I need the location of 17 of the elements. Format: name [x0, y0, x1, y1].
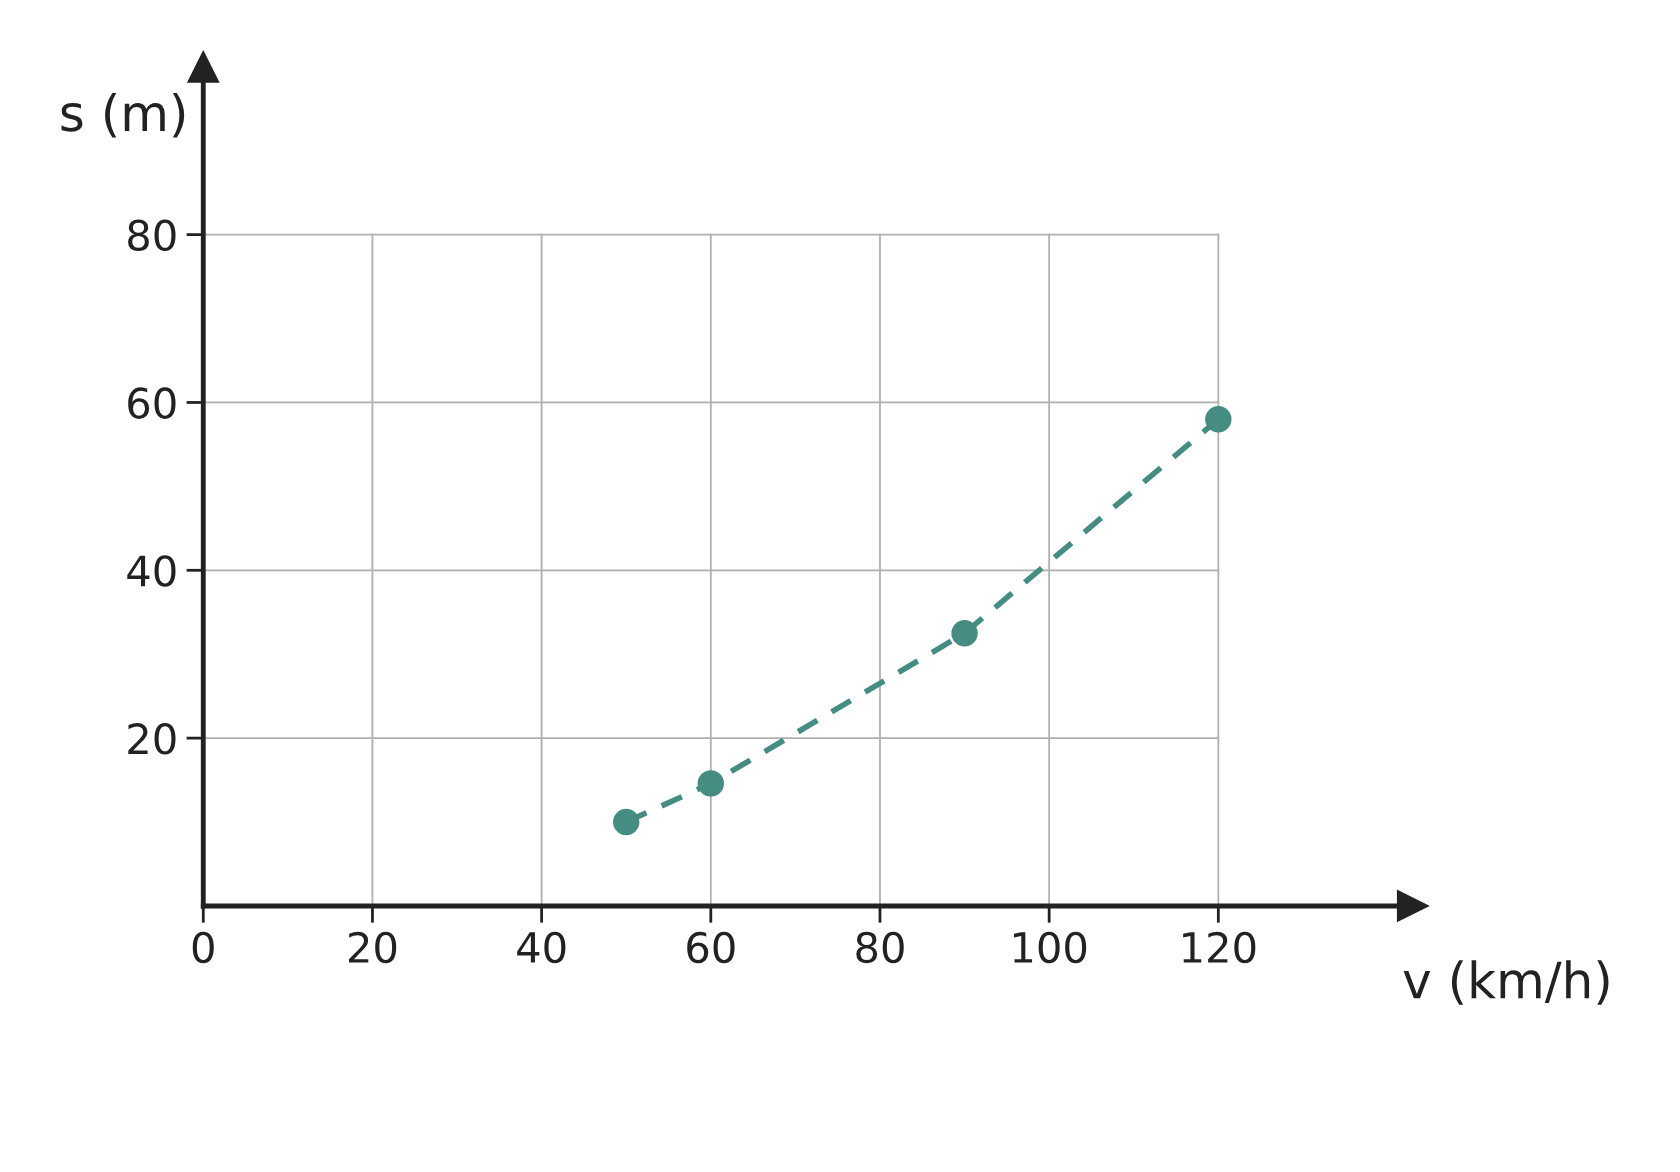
x-tick-label: 20 — [349, 931, 397, 964]
point — [697, 770, 724, 797]
x-tick-label: 60 — [687, 931, 735, 964]
x-tick-label: 100 — [1013, 931, 1087, 964]
point — [1205, 406, 1232, 433]
x-tick-label: 120 — [1183, 931, 1256, 964]
point — [613, 808, 640, 836]
y-tick-label: 20 — [128, 723, 176, 755]
y-tick-label: 40 — [127, 555, 176, 587]
y-axis-title: s (m) — [61, 93, 185, 138]
x-tick-label: 80 — [856, 931, 904, 964]
x-tick-label: 0 — [192, 931, 214, 964]
y-tick-label: 80 — [128, 219, 176, 252]
y-tick-label: 60 — [128, 387, 176, 419]
x-tick-label: 40 — [517, 931, 566, 964]
x-axis-title: v (km/h) — [1403, 960, 1609, 1005]
point — [951, 620, 978, 647]
